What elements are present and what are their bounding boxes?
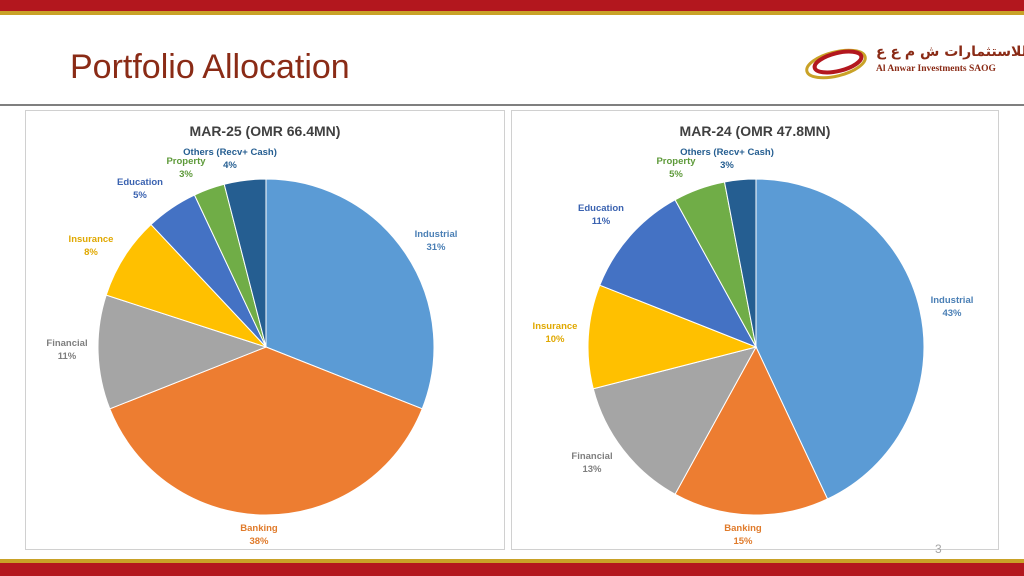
company-logo: الأنوار للاستثمارات ش م ع ع Al Anwar Inv… <box>802 42 1024 84</box>
chart-panel-mar25: MAR-25 (OMR 66.4MN) Industrial 31% Bankin… <box>25 110 505 550</box>
pie-chart-mar24 <box>587 178 925 516</box>
pie-slice-banking <box>674 345 829 516</box>
slice-label-financial: Financial 13% <box>571 451 613 475</box>
title-divider <box>0 104 1024 106</box>
pie-slice-others-recv-cash <box>223 178 267 348</box>
top-border-red <box>0 0 1024 11</box>
pie-slice-banking <box>109 346 423 516</box>
slice-label-others: Others (Recv+ Cash) 4% <box>183 147 277 171</box>
slice-label-insurance: Insurance 8% <box>68 234 114 258</box>
slice-label-industrial: Industrial 31% <box>414 229 458 253</box>
pie-chart-mar25 <box>97 178 435 516</box>
bottom-border-red <box>0 563 1024 576</box>
slice-label-property: Property 3% <box>166 156 206 180</box>
pie-slice-others-recv-cash <box>723 178 757 348</box>
slice-label-insurance: Insurance 10% <box>532 321 578 345</box>
pie-slice-financial <box>592 346 757 495</box>
chart-title: MAR-24 (OMR 47.8MN) <box>679 123 831 139</box>
pie-slice-education <box>599 199 758 348</box>
pie-slice-insurance <box>587 284 758 390</box>
slice-label-education: Education 11% <box>578 203 624 227</box>
slice-label-banking: Banking 38% <box>240 523 278 547</box>
chart-panel-mar24: MAR-24 (OMR 47.8MN) Industrial 43% Bankin… <box>511 110 999 550</box>
page-title: Portfolio Allocation <box>70 48 350 86</box>
slice-label-others: Others (Recv+ Cash) 3% <box>680 147 774 171</box>
pie-slice-industrial <box>755 178 925 500</box>
top-border-gold <box>0 11 1024 15</box>
chart-title: MAR-25 (OMR 66.4MN) <box>189 123 341 139</box>
slice-label-financial: Financial 11% <box>46 338 88 362</box>
logo-english-text: Al Anwar Investments SAOG <box>876 64 996 74</box>
bottom-border-gold <box>0 559 1024 563</box>
logo-swoosh-icon <box>805 48 867 80</box>
slice-label-industrial: Industrial 43% <box>930 295 974 319</box>
pie-slice-financial <box>97 294 268 410</box>
slice-label-banking: Banking 15% <box>724 523 762 547</box>
pie-slice-industrial <box>265 178 435 410</box>
slice-label-property: Property 5% <box>656 156 696 180</box>
logo-arabic-text: الأنوار للاستثمارات ش م ع ع <box>876 44 1024 60</box>
page-number: 3 <box>935 542 942 556</box>
slice-label-education: Education 5% <box>117 177 163 201</box>
